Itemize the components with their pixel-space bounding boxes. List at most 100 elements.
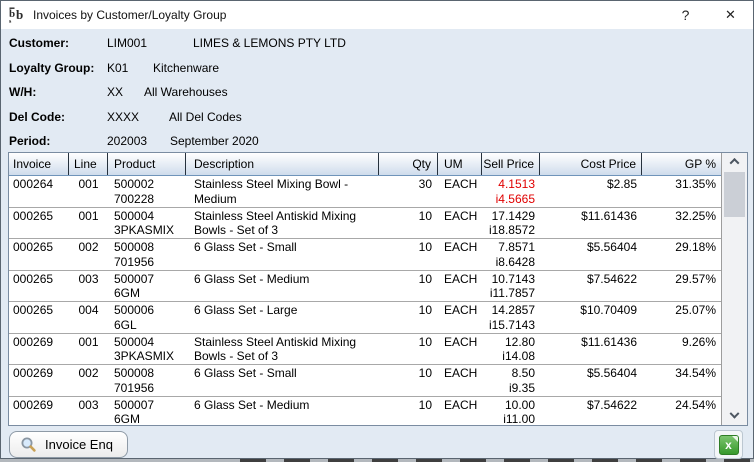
cell-sell-price: 17.1429 i18.8572: [488, 208, 535, 238]
report-header-fields: Customer: LIM001 LIMES & LEMONS PTY LTD Lo…: [9, 35, 346, 158]
cell-product: 500006 6GL: [114, 303, 155, 332]
customer-code: LIM001: [107, 36, 148, 50]
loyalty-group-name: Kitchenware: [153, 60, 220, 75]
cell-gp-percent: 24.54%: [675, 397, 716, 412]
cell-sell-price: 10.7143 i11.7857: [489, 271, 535, 301]
cell-description: Stainless Steel Mixing Bowl - Medium: [194, 177, 349, 206]
col-header-line: Line: [69, 153, 108, 175]
cell-invoice: 000265: [13, 208, 54, 223]
vertical-scrollbar[interactable]: [721, 153, 747, 425]
svg-text:b: b: [9, 8, 15, 20]
cell-line: 002: [78, 240, 99, 254]
scroll-up-button[interactable]: [722, 153, 747, 170]
period-name: September 2020: [170, 134, 259, 148]
table-row[interactable]: 000265 002 500008 701956 6 Glass Set - S…: [9, 239, 721, 271]
cell-product: 500004 3PKASMIX: [114, 208, 175, 238]
cell-sell-price: 8.50 i9.35: [508, 366, 535, 395]
cell-line: 001: [78, 208, 99, 223]
cell-line: 003: [78, 397, 99, 412]
table-row[interactable]: 000265 003 500007 6GM 6 Glass Set - Medi…: [9, 271, 721, 302]
cell-invoice: 000265: [13, 240, 54, 254]
cell-um: EACH: [444, 334, 478, 349]
cell-um: EACH: [444, 271, 478, 286]
cell-line: 001: [78, 334, 99, 349]
field-customer: Customer: LIM001 LIMES & LEMONS PTY LTD: [9, 35, 346, 60]
export-excel-button[interactable]: x: [714, 430, 743, 459]
field-loyalty-group: Loyalty Group: K01 Kitchenware: [9, 60, 346, 85]
magnifier-icon: [21, 437, 36, 452]
cell-line: 004: [78, 303, 99, 317]
app-logo-icon: b s b: [9, 7, 23, 24]
col-header-um: UM: [438, 153, 482, 175]
cell-qty: 10: [418, 271, 432, 286]
col-header-product: Product: [108, 153, 186, 175]
customer-name: LIMES & LEMONS PTY LTD: [193, 36, 346, 50]
invoice-enq-button[interactable]: Invoice Enq: [9, 431, 128, 458]
customer-label: Customer:: [9, 36, 70, 50]
cell-qty: 10: [418, 208, 432, 223]
field-period: Period: 202003 September 2020: [9, 133, 346, 158]
cell-cost-price: $11.61436: [581, 208, 637, 223]
table-body: 000264 001 500002 700228 Stainless Steel…: [9, 176, 721, 425]
cell-gp-percent: 31.35%: [675, 177, 716, 191]
cell-line: 002: [78, 366, 99, 380]
cell-description: Stainless Steel Antiskid Mixing Bowls - …: [194, 208, 357, 238]
col-header-invoice: Invoice: [9, 153, 69, 175]
warehouse-name: All Warehouses: [144, 85, 228, 99]
help-button[interactable]: ?: [681, 7, 690, 23]
table-row[interactable]: 000269 002 500008 701956 6 Glass Set - S…: [9, 365, 721, 397]
scroll-down-button[interactable]: [722, 408, 747, 425]
background-window-marks: [240, 459, 754, 462]
cell-description: 6 Glass Set - Medium: [194, 271, 310, 286]
cell-qty: 30: [418, 177, 432, 191]
table-row[interactable]: 000265 001 500004 3PKASMIX Stainless Ste…: [9, 208, 721, 239]
table-row[interactable]: 000265 004 500006 6GL 6 Glass Set - Larg…: [9, 302, 721, 334]
cell-description: Stainless Steel Antiskid Mixing Bowls - …: [194, 334, 357, 364]
table-row[interactable]: 000264 001 500002 700228 Stainless Steel…: [9, 176, 721, 208]
cell-gp-percent: 34.54%: [675, 366, 716, 380]
chevron-down-icon: [729, 408, 740, 419]
cell-sell-price: 14.2857 i15.7143: [488, 303, 535, 332]
warehouse-code: XX: [107, 85, 124, 99]
loyalty-group-code: K01: [107, 60, 129, 75]
warehouse-label: W/H:: [9, 85, 37, 99]
title-bar[interactable]: b s b Invoices by Customer/Loyalty Group…: [1, 1, 753, 29]
cell-invoice: 000264: [13, 177, 54, 191]
excel-x-glyph: x: [725, 437, 732, 452]
cell-gp-percent: 29.57%: [675, 271, 716, 286]
window-title: Invoices by Customer/Loyalty Group: [33, 8, 227, 22]
cell-qty: 10: [418, 366, 432, 380]
close-button[interactable]: ✕: [725, 7, 736, 22]
cell-product: 500007 6GM: [114, 397, 155, 426]
svg-text:s: s: [9, 19, 12, 24]
scrollbar-thumb[interactable]: [724, 172, 745, 217]
cell-cost-price: $5.56404: [586, 240, 637, 254]
invoice-enq-label: Invoice Enq: [45, 437, 113, 452]
cell-invoice: 000265: [13, 303, 54, 317]
cell-um: EACH: [444, 303, 478, 317]
cell-um: EACH: [444, 366, 478, 380]
cell-cost-price: $7.54622: [586, 271, 637, 286]
cell-um: EACH: [444, 397, 478, 412]
cell-line: 001: [78, 177, 99, 191]
loyalty-group-label: Loyalty Group:: [9, 60, 95, 75]
cell-invoice: 000269: [13, 334, 54, 349]
cell-cost-price: $5.56404: [586, 366, 637, 380]
col-header-qty: Qty: [379, 153, 438, 175]
background-window-sliver: [0, 459, 754, 462]
cell-gp-percent: 9.26%: [681, 334, 716, 349]
del-code-label: Del Code:: [9, 109, 66, 124]
cell-invoice: 000269: [13, 366, 54, 380]
col-header-sell-price: Sell Price: [482, 153, 540, 175]
cell-gp-percent: 29.18%: [675, 240, 716, 254]
table-row[interactable]: 000269 001 500004 3PKASMIX Stainless Ste…: [9, 334, 721, 365]
period-label: Period:: [9, 134, 51, 148]
cell-cost-price: $11.61436: [581, 334, 637, 349]
table-row[interactable]: 000269 003 500007 6GM 6 Glass Set - Medi…: [9, 397, 721, 426]
cell-invoice: 000265: [13, 271, 54, 286]
cell-invoice: 000269: [13, 397, 54, 412]
cell-cost-price: $10.70409: [580, 303, 637, 317]
del-code-name: All Del Codes: [169, 109, 242, 124]
